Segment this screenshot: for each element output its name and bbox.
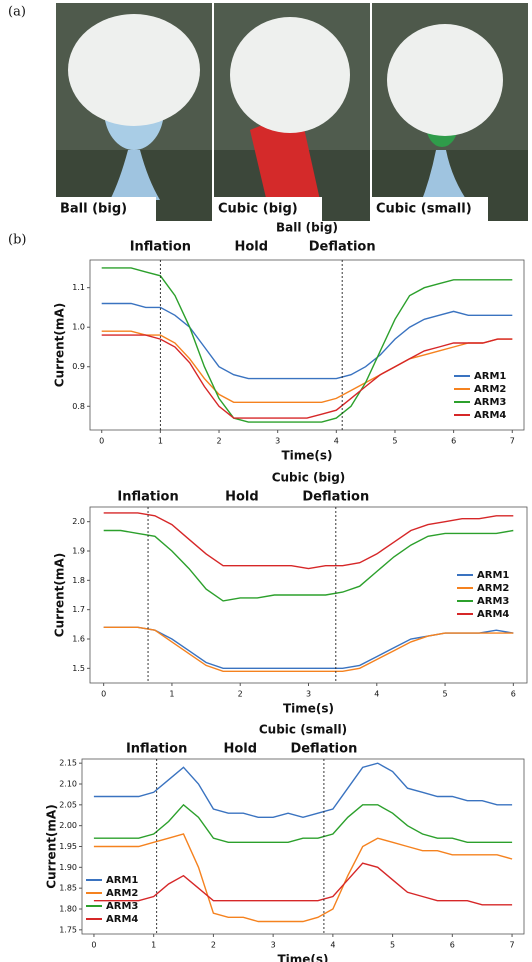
phase-label: Deflation	[302, 490, 369, 505]
data-line	[93, 833, 513, 923]
y-tick-label: 1.9	[72, 547, 85, 556]
chart-title: Ball (big)	[276, 221, 338, 235]
y-tick-label: 2.05	[59, 800, 77, 809]
photo: Ball (big)	[56, 3, 212, 221]
legend-label: ARM1	[477, 570, 509, 581]
legend-label: ARM3	[477, 596, 509, 607]
legend-label: ARM1	[106, 875, 138, 886]
panel-label: (b)	[8, 233, 26, 248]
x-tick-label: 3	[306, 690, 311, 699]
x-tick-label: 7	[510, 941, 515, 950]
x-tick-label: 5	[392, 437, 397, 446]
x-tick-label: 3	[271, 941, 276, 950]
phase-label: Hold	[225, 490, 259, 505]
x-tick-label: 2	[238, 690, 243, 699]
legend-label: ARM2	[477, 583, 509, 594]
y-axis-label: Current(mA)	[53, 303, 67, 387]
y-tick-label: 1.0	[72, 323, 85, 332]
data-line	[101, 267, 513, 423]
x-tick-label: 5	[443, 690, 448, 699]
legend-label: ARM1	[474, 371, 506, 382]
x-tick-label: 2	[216, 437, 221, 446]
x-tick-label: 5	[390, 941, 395, 950]
photo-caption: Cubic (small)	[376, 202, 472, 217]
plot-frame	[89, 259, 525, 431]
legend-label: ARM4	[106, 914, 138, 925]
data-line	[103, 529, 514, 602]
y-tick-label: 1.85	[59, 884, 77, 893]
x-tick-label: 6	[451, 437, 456, 446]
x-tick-label: 1	[169, 690, 174, 699]
data-line	[101, 330, 513, 403]
x-tick-label: 1	[151, 941, 156, 950]
photo-caption: Cubic (big)	[218, 202, 298, 217]
legend-label: ARM3	[106, 901, 138, 912]
photo-caption: Ball (big)	[60, 202, 127, 217]
x-tick-label: 0	[99, 437, 104, 446]
y-tick-label: 2.10	[59, 780, 77, 789]
data-line	[101, 302, 513, 380]
data-line	[101, 334, 513, 419]
legend-label: ARM2	[106, 888, 138, 899]
y-tick-label: 1.90	[59, 863, 77, 872]
y-tick-label: 0.8	[72, 402, 85, 411]
y-tick-label: 1.7	[72, 605, 85, 614]
x-tick-label: 6	[511, 690, 516, 699]
data-line	[103, 512, 514, 570]
plot-frame	[81, 758, 525, 935]
chart-title: Cubic (small)	[259, 723, 347, 737]
x-tick-label: 2	[211, 941, 216, 950]
y-tick-label: 1.5	[72, 664, 85, 673]
phase-label: Deflation	[309, 240, 376, 255]
photo: Cubic (small)	[372, 3, 528, 221]
y-axis-label: Current(mA)	[53, 553, 67, 637]
x-tick-label: 0	[101, 690, 106, 699]
legend-label: ARM3	[474, 397, 506, 408]
legend-label: ARM4	[477, 609, 509, 620]
x-tick-label: 4	[374, 690, 379, 699]
y-tick-label: 1.8	[72, 576, 85, 585]
phase-label: Inflation	[126, 742, 187, 757]
panel-label: (a)	[8, 5, 26, 20]
x-tick-label: 1	[158, 437, 163, 446]
x-tick-label: 6	[450, 941, 455, 950]
x-axis-label: Time(s)	[283, 702, 334, 716]
phase-label: Deflation	[290, 742, 357, 757]
phase-label: Hold	[223, 742, 257, 757]
data-line	[93, 762, 513, 819]
x-tick-label: 0	[91, 941, 96, 950]
x-tick-label: 7	[510, 437, 515, 446]
legend-label: ARM2	[474, 384, 506, 395]
chart-title: Cubic (big)	[272, 471, 346, 485]
phase-label: Inflation	[130, 240, 191, 255]
x-tick-label: 4	[330, 941, 335, 950]
photo: Cubic (big)	[214, 3, 370, 221]
y-tick-label: 1.95	[59, 842, 77, 851]
y-tick-label: 2.0	[72, 517, 85, 526]
x-tick-label: 3	[275, 437, 280, 446]
legend-label: ARM4	[474, 410, 506, 421]
y-tick-label: 1.75	[59, 925, 77, 934]
y-tick-label: 1.80	[59, 905, 77, 914]
data-line	[93, 862, 513, 906]
data-line	[103, 626, 514, 672]
x-axis-label: Time(s)	[277, 953, 328, 962]
y-tick-label: 1.6	[72, 635, 85, 644]
x-tick-label: 4	[334, 437, 339, 446]
x-axis-label: Time(s)	[281, 449, 332, 463]
phase-label: Hold	[234, 240, 268, 255]
y-tick-label: 2.00	[59, 821, 77, 830]
y-tick-label: 0.9	[72, 362, 85, 371]
y-tick-label: 2.15	[59, 759, 77, 768]
phase-label: Inflation	[117, 490, 178, 505]
data-line	[93, 803, 513, 843]
y-axis-label: Current(mA)	[45, 804, 59, 888]
y-tick-label: 1.1	[72, 283, 85, 292]
